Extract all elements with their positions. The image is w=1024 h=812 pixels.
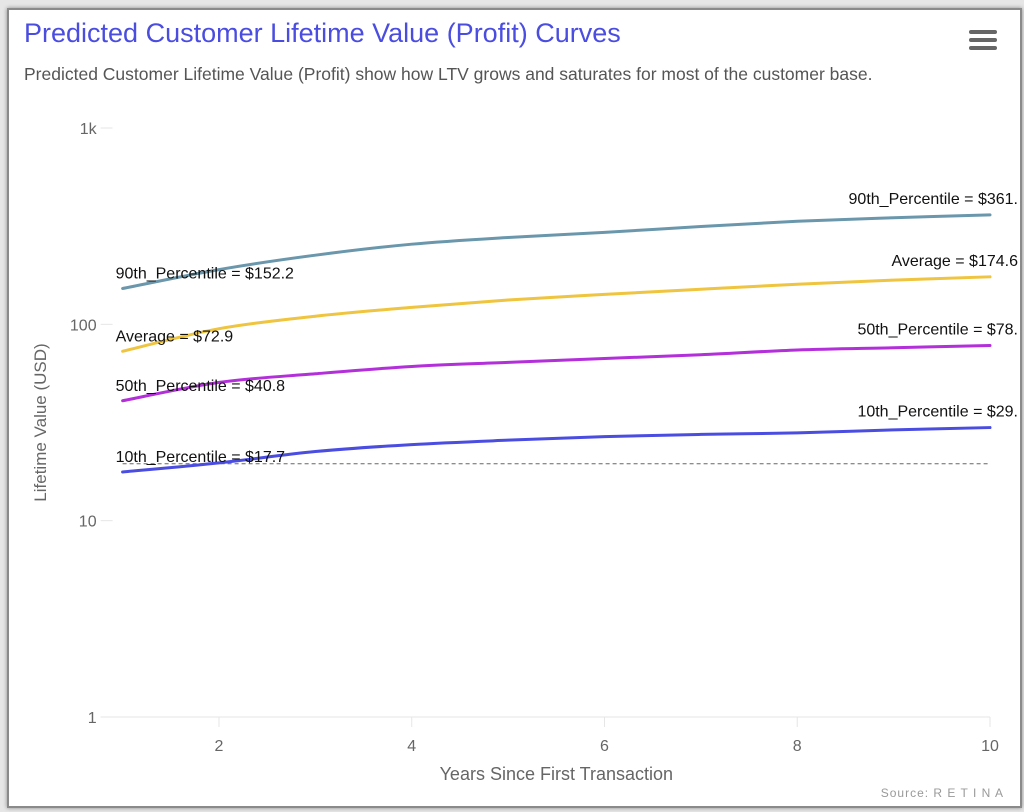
- series-line-90th-percentile: [121, 213, 992, 291]
- y-tick-label: 1k: [80, 121, 98, 138]
- series-start-label: Average = $72.9: [116, 328, 234, 345]
- series-end-label: 50th_Percentile = $78.: [857, 322, 1018, 339]
- y-axis-title: Lifetime Value (USD): [31, 343, 50, 501]
- chart-title: Predicted Customer Lifetime Value (Profi…: [24, 18, 621, 48]
- y-tick-label: 100: [70, 317, 97, 334]
- series-end-label: 10th_Percentile = $29.: [857, 404, 1018, 421]
- hamburger-menu-icon[interactable]: [969, 30, 997, 52]
- series-start-label: 90th_Percentile = $152.2: [116, 266, 294, 283]
- x-axis-title: Years Since First Transaction: [440, 764, 673, 784]
- series-line-average: [121, 275, 992, 353]
- x-tick-label: 2: [215, 738, 224, 755]
- series-end-label: Average = $174.6: [892, 253, 1019, 270]
- series-end-label: 90th_Percentile = $361.: [849, 191, 1018, 208]
- series-line-50th-percentile: [121, 344, 992, 403]
- y-tick-label: 1: [88, 710, 97, 727]
- y-tick-label: 10: [79, 514, 97, 531]
- x-tick-label: 4: [407, 738, 416, 755]
- series-start-label: 10th_Percentile = $17.7: [116, 449, 286, 466]
- x-tick-label: 6: [600, 738, 609, 755]
- series-start-label: 50th_Percentile = $40.8: [116, 378, 286, 395]
- series-line-10th-percentile: [121, 426, 992, 474]
- chart-card: Predicted Customer Lifetime Value (Profi…: [7, 8, 1022, 808]
- x-tick-label: 8: [793, 738, 802, 755]
- ltv-chart: 1 10 100 1k 2 4 6 8 10 Years Since First Transact…: [31, 121, 1019, 784]
- source-credit: Source: R E T I N A: [880, 786, 1004, 800]
- x-tick-label: 10: [981, 738, 999, 755]
- chart-subtitle: Predicted Customer Lifetime Value (Profi…: [24, 64, 873, 84]
